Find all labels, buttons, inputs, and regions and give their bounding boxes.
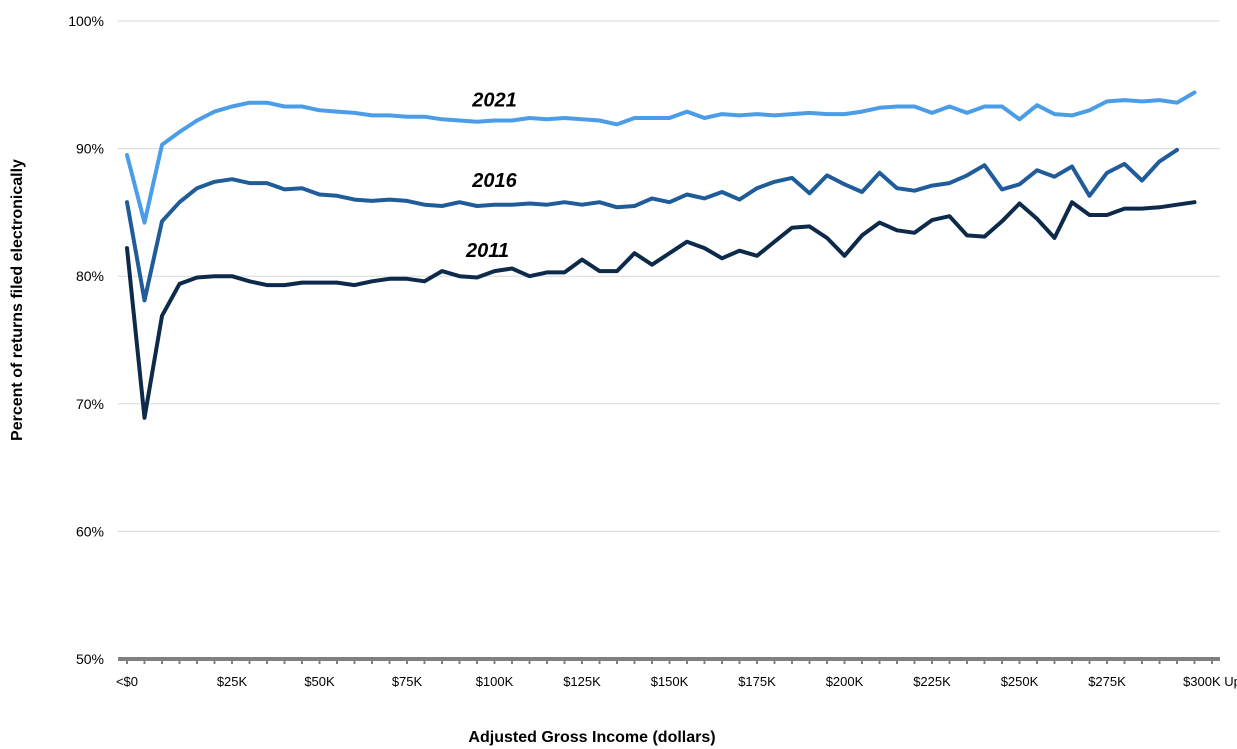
gridlines: [118, 20, 1220, 532]
x-tick-label: $175K: [738, 674, 776, 689]
y-tick-label: 100%: [68, 13, 104, 29]
y-tick-label: 50%: [76, 651, 104, 667]
y-tick-label: 70%: [76, 396, 104, 412]
series-annotations: 2021 2016 2011: [465, 89, 518, 262]
series-lines: [125, 90, 1197, 420]
x-tick-label: <$0: [116, 674, 138, 689]
x-axis-ticks: <$0 $25K $50K $75K $100K $125K $150K $175K $200K…: [116, 674, 1237, 689]
x-tick-label: $250K: [1001, 674, 1039, 689]
series-line-2016: [125, 147, 1179, 303]
x-axis-title: Adjusted Gross Income (dollars): [468, 729, 715, 746]
y-tick-label: 90%: [76, 141, 104, 157]
x-tick-label: $300K Up: [1183, 674, 1237, 689]
x-tick-label: $50K: [304, 674, 335, 689]
series-label-2016: 2016: [471, 170, 517, 192]
x-tick-label: $200K: [826, 674, 864, 689]
x-tick-label: $75K: [392, 674, 423, 689]
x-tick-label: $125K: [563, 674, 601, 689]
x-tick-label: $225K: [913, 674, 951, 689]
series-label-2021: 2021: [471, 89, 517, 111]
y-axis-title: Percent of returns filed electronically: [9, 159, 26, 441]
x-tick-label: $100K: [476, 674, 514, 689]
x-tick-label: $150K: [651, 674, 689, 689]
y-tick-label: 60%: [76, 523, 104, 539]
x-tick-label: $25K: [217, 674, 248, 689]
y-axis-ticks: 50% 60% 70% 80% 90% 100%: [68, 13, 104, 667]
series-label-2011: 2011: [465, 240, 509, 262]
y-tick-label: 80%: [76, 268, 104, 284]
x-tick-label: $275K: [1088, 674, 1126, 689]
series-line-2011: [125, 200, 1197, 420]
x-axis-tick-marks: [126, 659, 1213, 664]
series-line-2021: [125, 90, 1197, 225]
